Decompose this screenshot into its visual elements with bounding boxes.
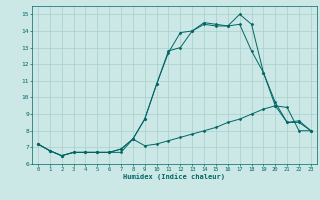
X-axis label: Humidex (Indice chaleur): Humidex (Indice chaleur) — [124, 173, 225, 180]
